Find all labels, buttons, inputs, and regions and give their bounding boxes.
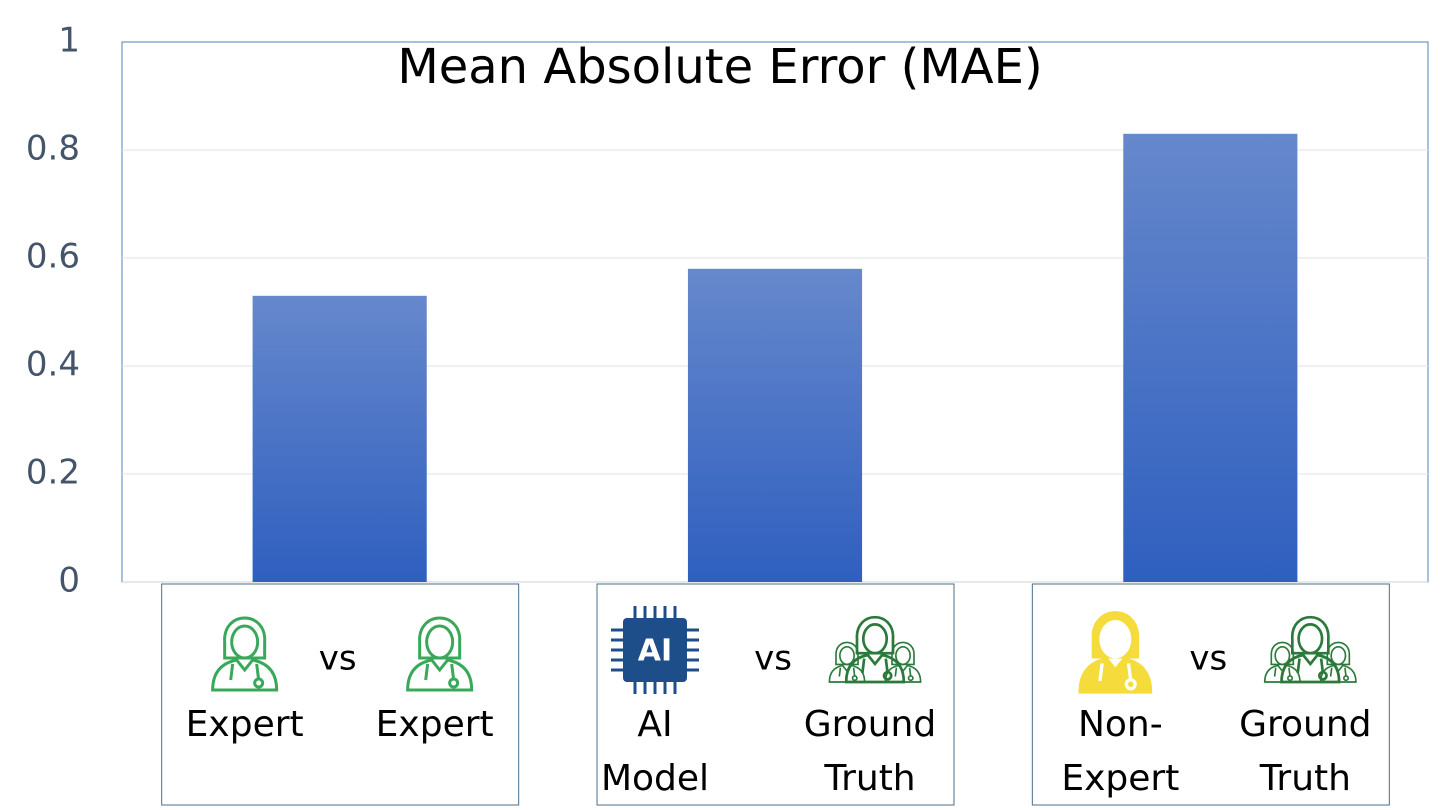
y-tick-label: 0.8: [26, 129, 80, 169]
icon-face: [1297, 623, 1324, 655]
icon-face: [1274, 645, 1291, 666]
person-icon: [844, 615, 906, 684]
y-tick-label: 0.4: [26, 345, 80, 385]
person-icon: [1280, 615, 1341, 684]
icon-face: [839, 645, 855, 666]
chip-label: AI: [638, 634, 672, 669]
icon-body: [211, 658, 279, 692]
icon-face: [425, 624, 455, 660]
icon-stethoscope: [894, 667, 912, 677]
icon-hair: [223, 616, 267, 660]
bar: [687, 268, 863, 582]
y-tick-label: 1: [58, 21, 80, 61]
icon-stethoscope-end: [882, 670, 893, 681]
icon-hair: [835, 641, 859, 666]
chart-title: Mean Absolute Error (MAE): [397, 39, 1042, 95]
category-label: Model: [601, 758, 709, 799]
category-label: AI: [637, 704, 672, 745]
category-connector: vs: [754, 639, 792, 679]
category-label: Expert: [376, 704, 494, 745]
icon-face: [1330, 645, 1347, 666]
y-tick-label: 0: [58, 561, 80, 601]
icon-hair: [1270, 641, 1295, 666]
category-box: [1031, 583, 1390, 806]
category-box: [161, 583, 520, 806]
icon-stethoscope-end: [1124, 678, 1137, 691]
icon-stethoscope: [1098, 663, 1133, 682]
bar: [252, 295, 427, 582]
category-label: Ground: [804, 704, 936, 745]
category-connector: vs: [1189, 639, 1227, 679]
icon-stethoscope: [1329, 667, 1347, 677]
icon-stethoscope: [229, 663, 261, 681]
icon-face: [895, 645, 911, 666]
icon-face: [1099, 619, 1132, 659]
icon-stethoscope-end: [448, 677, 460, 689]
person-icon: [211, 616, 279, 692]
category-label: Expert: [186, 704, 304, 745]
icon-stethoscope: [424, 663, 456, 681]
y-tick-label: 0.6: [26, 237, 80, 277]
icon-stethoscope-end: [253, 677, 265, 689]
person-icon: [1078, 611, 1153, 694]
category-label: Truth: [823, 758, 915, 799]
icon-hair: [1290, 615, 1330, 655]
icon-stethoscope-end: [1343, 675, 1350, 682]
icon-hair: [418, 616, 462, 660]
icon-stethoscope: [861, 658, 889, 674]
icon-body: [844, 653, 906, 684]
icon-body: [1280, 653, 1341, 684]
icon-stethoscope-end: [1317, 670, 1328, 681]
y-tick-label: 0.2: [26, 453, 80, 493]
icon-face: [230, 624, 260, 660]
bar: [1123, 133, 1298, 583]
chip-body: [623, 618, 687, 682]
icon-stethoscope: [1296, 658, 1325, 674]
icon-stethoscope: [1273, 667, 1291, 677]
icon-hair: [855, 615, 895, 655]
icon-body: [1078, 657, 1153, 694]
category-connector: vs: [319, 639, 357, 679]
category-label: Non-: [1078, 704, 1163, 745]
icon-body: [406, 658, 474, 692]
icon-stethoscope-end: [851, 675, 858, 682]
category-label: Ground: [1239, 704, 1371, 745]
category-label: Expert: [1061, 758, 1179, 799]
icon-stethoscope-end: [1287, 675, 1294, 682]
icon-stethoscope: [838, 667, 856, 677]
person-icon: [406, 616, 474, 692]
category-label: Truth: [1259, 758, 1351, 799]
icon-face: [861, 623, 889, 655]
icon-stethoscope-end: [907, 675, 914, 682]
